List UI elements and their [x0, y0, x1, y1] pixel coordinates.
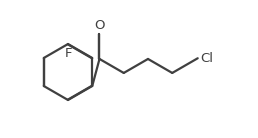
Text: Cl: Cl	[201, 52, 214, 65]
Text: O: O	[94, 19, 105, 32]
Text: F: F	[65, 47, 73, 60]
